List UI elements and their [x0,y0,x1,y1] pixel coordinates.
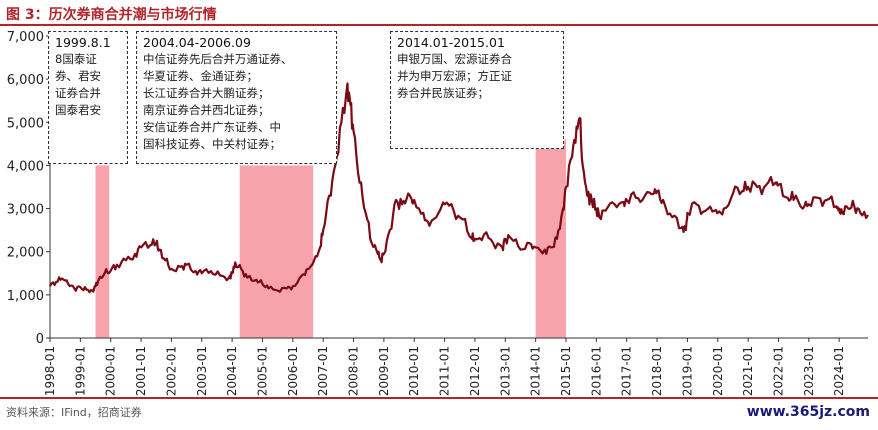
annotation-line: 华夏证券、金通证券； [143,69,258,83]
x-tick-label: 2001-01 [134,346,148,396]
annotation-header: 2014.01-2015.01 [397,35,505,50]
axes: 0 1,000 2,000 3,000 4,000 5,000 6,000 7,000 1998… [7,30,868,396]
series-group [49,82,869,294]
x-tick-label: 2013-01 [498,346,512,396]
x-tick-label: 2019-01 [680,346,694,396]
x-tick-label: 2016-01 [589,346,603,396]
highlight-band [95,165,110,339]
source-note: 资料来源：IFind，招商证券 [6,406,142,419]
x-tick-label: 2009-01 [377,346,391,396]
x-tick-label: 2017-01 [620,346,634,396]
x-tick-label: 2021-01 [741,346,755,396]
annotation-line: 券合并民族证券； [397,86,489,100]
watermark: www.365jz.com [746,404,870,420]
annotation-header: 1999.8.1 [55,35,111,50]
annotation-line: 国泰君安 [55,103,101,117]
highlight-band [239,165,314,339]
x-tick-label: 1999-01 [73,346,87,396]
y-tick-label: 6,000 [7,73,44,88]
footer-rule [0,397,878,399]
x-tick-label: 2023-01 [802,346,816,396]
y-tick-label: 2,000 [7,246,44,261]
chart-title: 图 3：历次券商合并潮与市场行情 [6,7,217,23]
annotation-line: 8国泰证 [55,52,97,66]
x-tick-label: 2010-01 [407,346,421,396]
x-tick-label: 2005-01 [255,346,269,396]
highlight-bands [95,139,566,339]
x-tick-label: 2011-01 [438,346,452,396]
x-tick-label: 2014-01 [529,346,543,396]
y-tick-label: 4,000 [7,159,44,174]
x-tick-label: 2020-01 [711,346,725,396]
annotation-line: 并为申万宏源；方正证 [397,69,512,83]
x-tick-label: 1998-01 [43,346,57,396]
x-tick-label: 2012-01 [468,346,482,396]
annotation-line: 安信证券合并广东证券、中 [143,120,281,134]
y-tick-label: 1,000 [7,289,44,304]
x-tick-label: 2000-01 [104,346,118,396]
x-tick-label: 2022-01 [771,346,785,396]
annotation-line: 中信证券先后合并万通证券、 [143,52,293,66]
x-tick-label: 2024-01 [832,346,846,396]
annotation-line: 券、君安 [55,69,101,83]
title-underline [0,24,878,26]
annotation-line: 申银万国、宏源证券合 [397,52,512,66]
annotation-header: 2004.04-2006.09 [143,35,251,50]
annotation-2014: 2014.01-2015.01 申银万国、宏源证券合 并为申万宏源；方正证 券合… [390,31,564,149]
annotation-line: 国科技证券、中关村证券； [143,137,281,151]
x-tick-label: 2008-01 [347,346,361,396]
annotation-line: 南京证券合并西北证券； [143,103,270,117]
annotation-2004: 2004.04-2006.09 中信证券先后合并万通证券、 华夏证券、金通证券；… [136,31,337,164]
x-tick-label: 2006-01 [286,346,300,396]
series-line [49,82,869,294]
y-tick-label: 3,000 [7,203,44,218]
highlight-band [535,139,566,338]
chart: 0 1,000 2,000 3,000 4,000 5,000 6,000 7,000 1998… [7,30,869,396]
x-tick-label: 2002-01 [164,346,178,396]
annotation-1999: 1999.8.1 8国泰证 券、君安 证券合并 国泰君安 [48,31,128,164]
y-tick-label: 5,000 [7,116,44,131]
annotation-line: 证券合并 [55,86,101,100]
y-tick-label: 0 [36,332,44,347]
x-tick-label: 2004-01 [225,346,239,396]
y-tick-label: 7,000 [7,30,44,45]
x-tick-label: 2015-01 [559,346,573,396]
x-tick-label: 2007-01 [316,346,330,396]
x-tick-label: 2003-01 [195,346,209,396]
x-tick-label: 2018-01 [650,346,664,396]
annotation-line: 长江证券合并大鹏证券； [143,86,270,100]
